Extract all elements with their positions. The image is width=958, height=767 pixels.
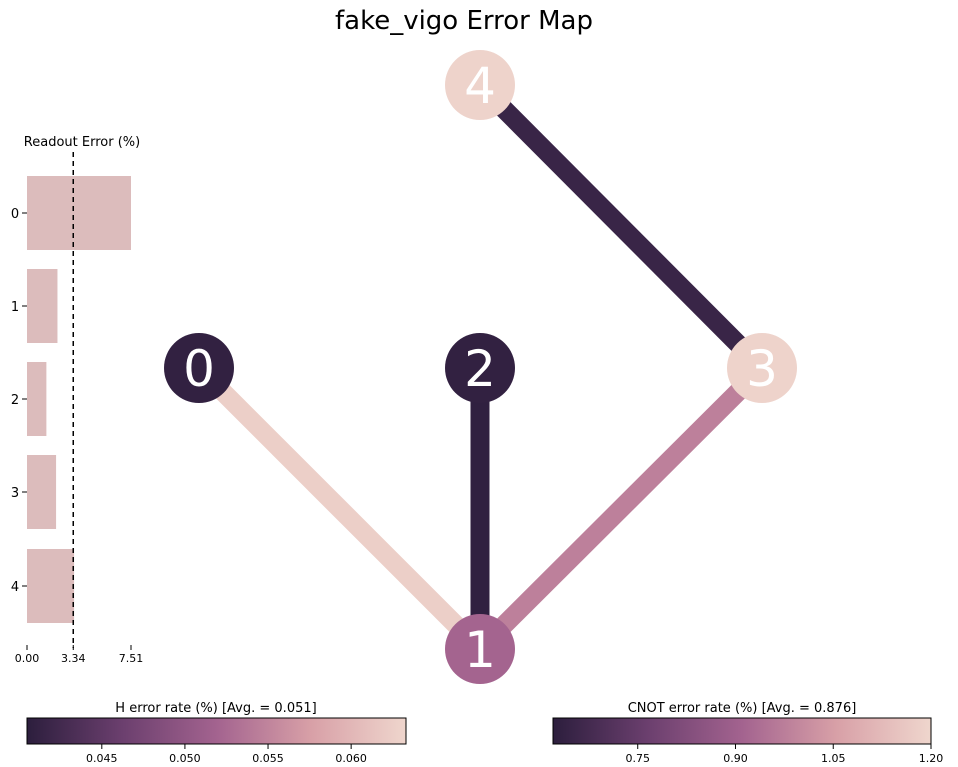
colorbar-tick-label: 0.060 xyxy=(335,752,367,765)
edge-3-1 xyxy=(473,361,769,656)
h-colorbar-ticks: 0.045 0.050 0.055 0.060 xyxy=(86,744,367,765)
qubit-nodes: 0 1 2 3 4 xyxy=(164,50,797,684)
qubit-node-3 xyxy=(727,333,797,403)
h-colorbar-title: H error rate (%) [Avg. = 0.051] xyxy=(115,701,316,716)
qubit-node-label: 2 xyxy=(464,340,496,398)
qubit-node-label: 4 xyxy=(464,57,496,115)
h-error-colorbar: H error rate (%) [Avg. = 0.051] 0.045 0.0… xyxy=(26,701,407,765)
readout-y-tick-label: 1 xyxy=(11,300,19,315)
colorbar-tick-label: 0.050 xyxy=(169,752,201,765)
readout-bar xyxy=(27,176,131,250)
readout-bars xyxy=(27,176,131,623)
readout-bar xyxy=(27,362,47,436)
readout-y-ticks: 0 1 2 3 4 xyxy=(11,207,27,595)
qubit-node-0 xyxy=(164,333,234,403)
qubit-node-4 xyxy=(445,50,515,120)
edge-4-3 xyxy=(473,78,769,375)
readout-y-tick-label: 4 xyxy=(11,580,19,595)
coupling-edges xyxy=(192,78,769,656)
readout-x-tick-label: 0.00 xyxy=(15,652,40,665)
readout-x-tick-label: 3.34 xyxy=(61,652,86,665)
cnot-colorbar-ticks: 0.75 0.90 1.05 1.20 xyxy=(625,744,943,765)
readout-x-tick-label: 7.51 xyxy=(119,652,144,665)
readout-bar xyxy=(27,549,75,623)
qubit-node-label: 0 xyxy=(183,340,215,398)
qubit-node-label: 3 xyxy=(746,340,778,398)
colorbar-tick-label: 1.05 xyxy=(821,752,846,765)
colorbar-tick-label: 0.75 xyxy=(625,752,650,765)
cnot-colorbar-bar xyxy=(552,717,932,745)
colorbar-tick-label: 0.90 xyxy=(723,752,748,765)
chart-title: fake_vigo Error Map xyxy=(335,6,593,36)
readout-error-panel: Readout Error (%) 0 1 2 3 4 0.00 3.34 7.51 xyxy=(11,135,143,665)
qubit-node-1 xyxy=(445,614,515,684)
h-colorbar-bar xyxy=(26,717,407,745)
qubit-node-label: 1 xyxy=(464,621,496,679)
colorbar-tick-label: 0.055 xyxy=(252,752,284,765)
edge-0-1 xyxy=(192,361,487,656)
qubit-node-2 xyxy=(445,333,515,403)
readout-y-tick-label: 0 xyxy=(11,207,19,222)
readout-bar xyxy=(27,455,57,529)
readout-title: Readout Error (%) xyxy=(24,135,140,150)
cnot-colorbar-title: CNOT error rate (%) [Avg. = 0.876] xyxy=(628,701,857,716)
readout-x-ticks: 0.00 3.34 7.51 xyxy=(15,645,144,665)
readout-bar xyxy=(27,269,58,343)
readout-y-tick-label: 3 xyxy=(11,486,19,501)
colorbar-tick-label: 1.20 xyxy=(919,752,944,765)
colorbar-tick-label: 0.045 xyxy=(86,752,118,765)
cnot-error-colorbar: CNOT error rate (%) [Avg. = 0.876] 0.75 0… xyxy=(552,701,943,765)
readout-y-tick-label: 2 xyxy=(11,393,19,408)
